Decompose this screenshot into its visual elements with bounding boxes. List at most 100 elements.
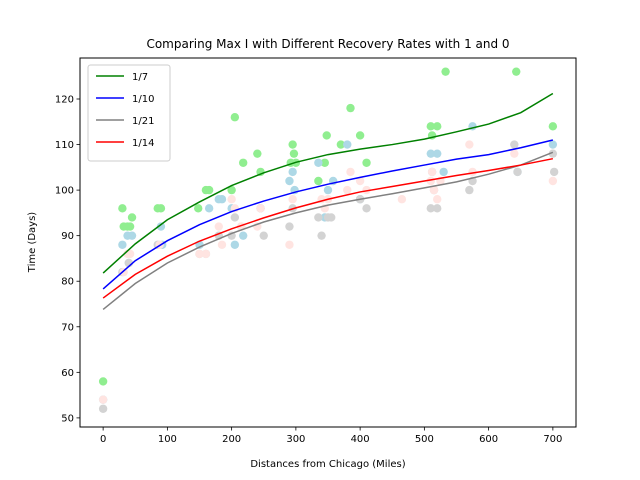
point-series-0-24 bbox=[346, 103, 355, 113]
y-tick-label: 90 bbox=[61, 231, 74, 242]
point-series-2-0 bbox=[98, 404, 108, 413]
y-tick-label: 60 bbox=[61, 368, 74, 379]
point-series-3-6 bbox=[201, 249, 211, 259]
point-series-3-21 bbox=[355, 176, 365, 186]
point-series-0-26 bbox=[362, 158, 371, 167]
point-series-0-5 bbox=[127, 213, 137, 222]
point-series-1-20 bbox=[323, 185, 333, 195]
legend-label-2: 1/21 bbox=[132, 116, 154, 127]
point-series-2-20 bbox=[426, 204, 435, 213]
point-series-2-23 bbox=[465, 185, 474, 195]
point-series-0-11 bbox=[227, 185, 236, 195]
point-series-3-25 bbox=[427, 167, 437, 177]
point-series-1-10 bbox=[217, 195, 227, 204]
y-tick-label: 50 bbox=[61, 413, 74, 424]
point-series-1-24 bbox=[426, 149, 435, 158]
plot-area-frame bbox=[79, 57, 577, 428]
legend-label-3: 1/14 bbox=[132, 138, 154, 149]
point-series-0-32 bbox=[548, 122, 558, 131]
y-tick-label: 110 bbox=[55, 140, 74, 151]
point-series-1-18 bbox=[314, 158, 323, 167]
y-tick-label: 100 bbox=[55, 186, 74, 197]
point-series-2-8 bbox=[230, 213, 240, 222]
point-series-3-3 bbox=[125, 249, 135, 259]
point-series-0-17 bbox=[288, 140, 297, 149]
point-series-3-15 bbox=[288, 195, 297, 204]
point-series-0-20 bbox=[314, 176, 323, 186]
point-series-2-28 bbox=[549, 167, 559, 177]
legend-box bbox=[87, 64, 171, 162]
point-series-1-16 bbox=[288, 167, 297, 177]
lines-layer bbox=[102, 92, 554, 311]
legend-label-1: 1/10 bbox=[132, 94, 154, 105]
point-series-3-8 bbox=[217, 240, 227, 249]
point-series-3-14 bbox=[285, 240, 294, 249]
legend: 1/7 1/10 1/21 1/14 bbox=[87, 64, 171, 162]
point-series-0-25 bbox=[355, 131, 365, 140]
point-series-2-11 bbox=[259, 231, 268, 240]
point-series-0-21 bbox=[320, 158, 329, 167]
point-series-3-26 bbox=[429, 185, 439, 195]
point-series-1-3 bbox=[127, 231, 137, 240]
point-series-1-8 bbox=[204, 204, 214, 213]
point-series-0-12 bbox=[230, 113, 240, 122]
chart-title: Comparing Max I with Different Recovery … bbox=[146, 37, 509, 51]
point-series-1-30 bbox=[548, 140, 558, 149]
x-tick-label: 300 bbox=[286, 434, 305, 445]
point-series-1-26 bbox=[433, 149, 442, 158]
x-axis: 0 100 200 300 400 500 600 700 bbox=[100, 427, 562, 445]
point-series-0-29 bbox=[433, 122, 442, 131]
point-series-1-15 bbox=[285, 176, 294, 186]
point-series-1-22 bbox=[343, 140, 352, 149]
point-series-0-31 bbox=[512, 67, 521, 76]
point-series-0-4 bbox=[125, 222, 135, 231]
point-series-2-14 bbox=[314, 213, 323, 222]
y-tick-label: 80 bbox=[61, 277, 74, 288]
point-series-2-27 bbox=[548, 149, 558, 158]
point-series-0-23 bbox=[336, 140, 346, 149]
point-series-3-7 bbox=[214, 222, 223, 231]
x-tick-label: 200 bbox=[222, 434, 241, 445]
point-series-1-5 bbox=[156, 222, 166, 231]
point-series-3-23 bbox=[397, 195, 407, 204]
point-series-2-17 bbox=[327, 213, 336, 222]
point-series-0-22 bbox=[322, 131, 331, 140]
point-series-3-31 bbox=[510, 149, 519, 158]
point-series-1-27 bbox=[439, 167, 448, 177]
line-series-2 bbox=[102, 151, 554, 311]
point-series-0-30 bbox=[441, 67, 450, 76]
point-series-2-15 bbox=[317, 231, 326, 240]
point-series-0-1 bbox=[118, 204, 127, 213]
y-axis-label: Time (Days) bbox=[27, 212, 38, 274]
point-series-3-20 bbox=[346, 167, 355, 177]
point-series-0-7 bbox=[156, 204, 166, 213]
point-series-0-27 bbox=[426, 122, 435, 131]
y-axis: 50 60 70 80 90 100 110 120 bbox=[55, 95, 80, 424]
line-series-1 bbox=[102, 139, 554, 290]
x-tick-label: 0 bbox=[100, 434, 106, 445]
point-series-0-18 bbox=[289, 149, 299, 158]
point-series-0-8 bbox=[194, 204, 203, 213]
point-series-3-5 bbox=[195, 249, 204, 259]
point-series-2-19 bbox=[362, 204, 371, 213]
y-tick-label: 70 bbox=[61, 322, 74, 333]
point-series-3-27 bbox=[433, 195, 442, 204]
line-series-0 bbox=[102, 92, 554, 274]
point-series-3-32 bbox=[548, 176, 558, 186]
point-series-0-14 bbox=[253, 149, 262, 158]
point-series-3-13 bbox=[256, 204, 265, 213]
point-series-2-26 bbox=[513, 167, 522, 177]
x-tick-label: 700 bbox=[543, 434, 562, 445]
point-series-3-19 bbox=[343, 185, 352, 195]
x-tick-label: 600 bbox=[479, 434, 498, 445]
x-tick-label: 500 bbox=[415, 434, 434, 445]
y-tick-label: 120 bbox=[55, 95, 74, 106]
point-series-3-29 bbox=[465, 140, 474, 149]
point-series-3-0 bbox=[98, 395, 108, 404]
point-series-3-9 bbox=[227, 195, 236, 204]
point-series-1-13 bbox=[238, 231, 248, 240]
point-series-2-25 bbox=[510, 140, 519, 149]
point-series-2-22 bbox=[433, 204, 442, 213]
point-series-1-12 bbox=[230, 240, 240, 249]
